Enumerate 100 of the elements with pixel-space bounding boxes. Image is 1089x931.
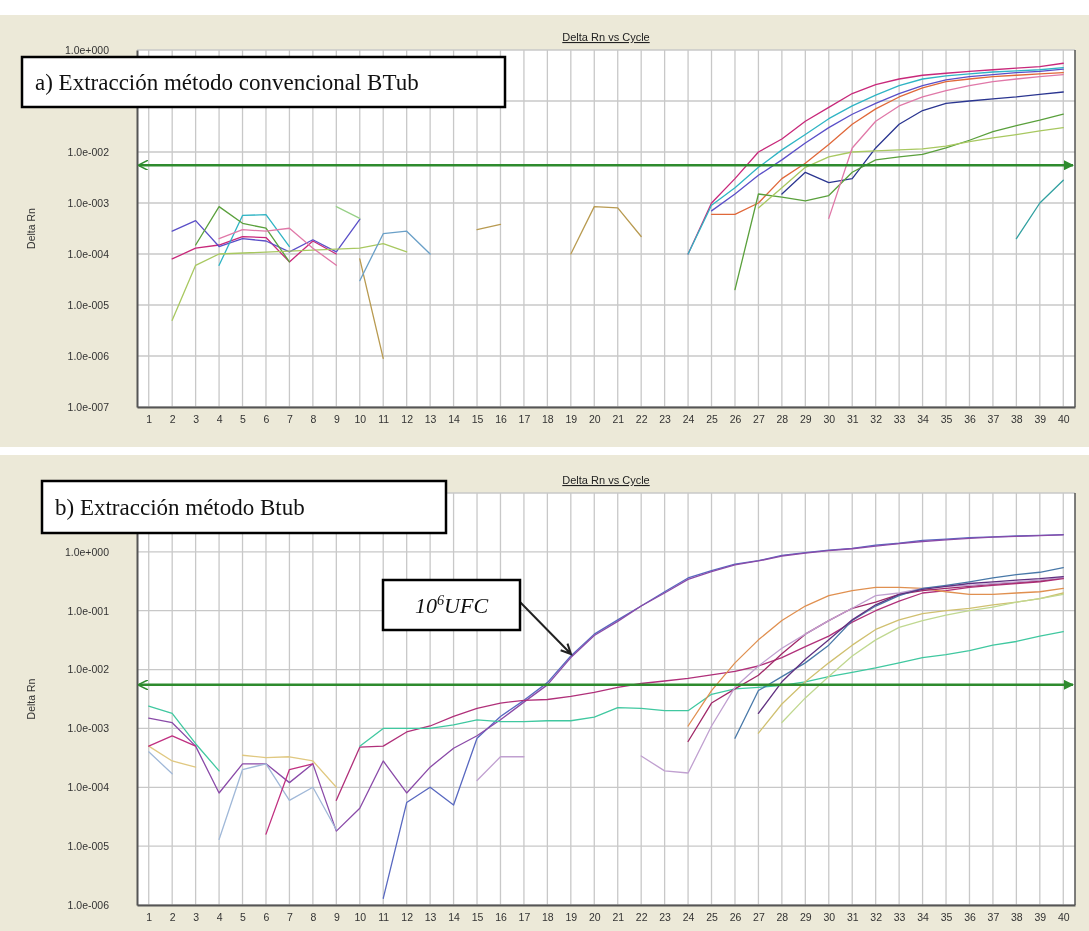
y-tick-label: 1.0e+000 (64, 545, 110, 558)
x-tick-label: 20 (588, 911, 601, 924)
x-tick-label: 32 (870, 413, 883, 426)
x-tick-label: 9 (333, 911, 340, 924)
line-series (687, 586, 1064, 727)
x-tick-label: 35 (940, 413, 953, 426)
x-tick-label: 34 (917, 413, 930, 426)
y-axis-title: Delta Rn (25, 207, 37, 249)
x-tick-label: 16 (495, 911, 507, 924)
y-tick-label: 1.0e-006 (67, 349, 110, 362)
x-tick-label: 21 (612, 911, 625, 924)
x-tick-label: 11 (378, 413, 390, 426)
x-tick-label: 23 (659, 911, 672, 924)
y-tick-label: 1.0e-006 (67, 898, 110, 911)
x-tick-label: 14 (448, 911, 461, 924)
x-tick-label: 21 (612, 413, 625, 426)
x-tick-label: 37 (987, 413, 1000, 426)
x-tick-label: 23 (659, 413, 672, 426)
x-tick-label: 18 (542, 413, 554, 426)
x-tick-label: 36 (964, 911, 976, 924)
x-tick-label: 32 (870, 911, 883, 924)
x-tick-label: 39 (1034, 911, 1047, 924)
x-tick-label: 31 (846, 413, 859, 426)
x-tick-label: 14 (448, 413, 461, 426)
x-tick-label: 2 (169, 911, 176, 924)
line-series (148, 534, 1064, 832)
y-tick-label: 1.0e-003 (67, 196, 110, 209)
x-tick-label: 33 (893, 911, 906, 924)
x-tick-label: 29 (799, 413, 812, 426)
x-tick-label: 13 (424, 413, 437, 426)
x-tick-label: 12 (401, 911, 414, 924)
y-tick-label: 1.0e-007 (67, 400, 110, 413)
x-tick-label: 1 (146, 413, 153, 426)
x-tick-label: 6 (263, 413, 270, 426)
line-series (734, 566, 1064, 739)
x-tick-label: 25 (706, 413, 719, 426)
x-tick-label: 33 (893, 413, 906, 426)
x-tick-label: 29 (799, 911, 812, 924)
x-tick-label: 19 (565, 413, 578, 426)
x-tick-label: 26 (729, 911, 742, 924)
y-tick-label: 1.0e+000 (64, 43, 110, 56)
x-tick-label: 15 (471, 911, 484, 924)
x-tick-label: 16 (495, 413, 507, 426)
x-tick-label: 6 (263, 911, 270, 924)
y-tick-label: 1.0e-004 (67, 247, 110, 260)
x-tick-label: 8 (310, 911, 317, 924)
x-tick-label: 9 (333, 413, 340, 426)
x-tick-label: 28 (776, 911, 789, 924)
x-tick-label: 10 (354, 413, 367, 426)
x-tick-label: 25 (706, 911, 719, 924)
x-tick-label: 38 (1011, 911, 1023, 924)
x-tick-label: 2 (169, 413, 176, 426)
x-tick-label: 15 (471, 413, 484, 426)
x-tick-label: 3 (193, 911, 200, 924)
annotation: b) Extracción método Btub (55, 495, 305, 520)
y-tick-label: 1.0e-001 (67, 604, 110, 617)
x-tick-label: 1 (146, 911, 153, 924)
x-tick-label: 12 (401, 413, 414, 426)
x-tick-label: 30 (823, 911, 836, 924)
x-tick-label: 7 (287, 413, 293, 426)
x-tick-label: 24 (682, 911, 695, 924)
x-tick-label: 18 (542, 911, 554, 924)
x-tick-label: 5 (240, 413, 247, 426)
x-tick-label: 38 (1011, 413, 1023, 426)
x-tick-label: 19 (565, 911, 578, 924)
y-axis-title: Delta Rn (25, 678, 37, 720)
x-tick-label: 37 (987, 911, 1000, 924)
x-tick-label: 40 (1057, 413, 1070, 426)
annotation: a) Extracción método convencional BTub (35, 70, 419, 95)
x-tick-label: 3 (193, 413, 200, 426)
line-series (710, 71, 1064, 215)
y-tick-label: 1.0e-002 (67, 145, 110, 158)
x-tick-label: 24 (682, 413, 695, 426)
x-tick-label: 11 (378, 911, 390, 924)
y-tick-label: 1.0e-004 (67, 781, 110, 794)
x-tick-label: 13 (424, 911, 437, 924)
x-tick-label: 26 (729, 413, 742, 426)
line-series (335, 578, 1064, 801)
annotation: 10$^{6}$UFC (414, 592, 489, 618)
x-tick-label: 10 (354, 911, 367, 924)
x-tick-label: 34 (917, 911, 930, 924)
line-series (781, 91, 1064, 195)
x-tick-label: 35 (940, 911, 953, 924)
y-tick-label: 1.0e-002 (67, 663, 110, 676)
x-tick-label: 36 (964, 413, 976, 426)
x-tick-label: 31 (846, 911, 859, 924)
line-series (359, 230, 431, 282)
x-tick-label: 40 (1057, 911, 1070, 924)
x-tick-label: 30 (823, 413, 836, 426)
x-tick-label: 7 (287, 911, 293, 924)
x-tick-label: 28 (776, 413, 789, 426)
x-tick-label: 27 (753, 911, 765, 924)
x-tick-label: 22 (635, 911, 648, 924)
x-tick-label: 20 (588, 413, 601, 426)
x-tick-label: 27 (753, 413, 765, 426)
x-tick-label: 39 (1034, 413, 1047, 426)
x-tick-label: 5 (240, 911, 247, 924)
y-tick-label: 1.0e-003 (67, 722, 110, 735)
x-tick-label: 4 (216, 413, 223, 426)
x-tick-label: 17 (518, 413, 531, 426)
